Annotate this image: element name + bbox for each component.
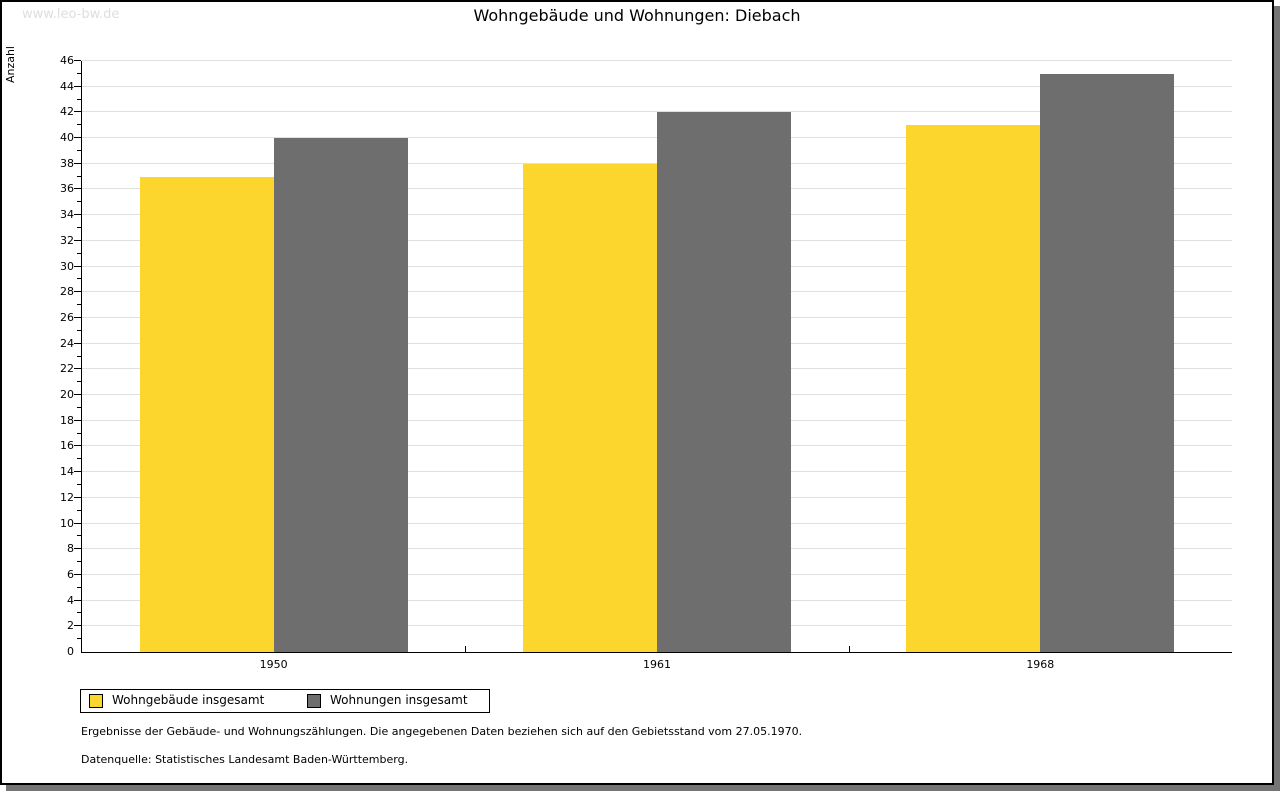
y-axis-tick-10: [74, 522, 81, 524]
y-axis-tick-7: [77, 561, 81, 563]
y-axis-tick-25: [77, 329, 81, 331]
legend-swatch-wohngebaeude: [89, 694, 103, 708]
y-axis-tick-12: [74, 496, 81, 498]
y-tick-label-32: 32: [60, 233, 74, 247]
y-axis-tick-32: [74, 239, 81, 241]
y-axis-tick-17: [77, 432, 81, 434]
y-axis-tick-27: [77, 304, 81, 306]
y-axis-tick-19: [77, 406, 81, 408]
y-axis-tick-24: [74, 342, 81, 344]
y-tick-label-24: 24: [60, 336, 74, 350]
y-axis-tick-1: [77, 638, 81, 640]
y-axis-tick-5: [77, 586, 81, 588]
y-tick-label-44: 44: [60, 79, 74, 93]
y-tick-label-8: 8: [67, 542, 74, 556]
footnote-datenquelle: Datenquelle: Statistisches Landesamt Bad…: [81, 753, 409, 766]
y-axis-tick-9: [77, 535, 81, 537]
bar-1961-wohnungen: [657, 112, 791, 652]
y-axis-tick-18: [74, 419, 81, 421]
y-axis-tick-34: [74, 214, 81, 216]
gridline-y-44: [82, 85, 1232, 87]
y-tick-label-22: 22: [60, 362, 74, 376]
legend: Wohngebäude insgesamt Wohnungen insgesam…: [80, 689, 490, 713]
y-tick-label-28: 28: [60, 285, 74, 299]
y-axis-tick-31: [77, 252, 81, 254]
y-tick-label-6: 6: [67, 567, 74, 581]
y-tick-label-30: 30: [60, 259, 74, 273]
y-tick-label-46: 46: [60, 54, 74, 67]
bar-1961-wohngebaeude: [523, 163, 657, 652]
y-axis-tick-8: [74, 548, 81, 550]
y-axis-tick-14: [74, 471, 81, 473]
x-tick-label-1961: 1961: [642, 658, 671, 671]
y-axis-tick-38: [74, 162, 81, 164]
y-tick-label-38: 38: [60, 156, 74, 170]
y-axis-tick-40: [74, 137, 81, 139]
y-tick-label-26: 26: [60, 310, 74, 324]
y-axis-label: Anzahl: [4, 46, 17, 84]
bar-1950-wohnungen: [273, 138, 408, 652]
y-tick-label-4: 4: [67, 593, 74, 607]
y-axis-tick-15: [77, 458, 81, 460]
y-tick-label-36: 36: [60, 182, 74, 196]
y-axis-tick-37: [77, 175, 81, 177]
y-axis-tick-41: [77, 124, 81, 126]
y-tick-label-14: 14: [60, 465, 74, 479]
chart-title: Wohngebäude und Wohnungen: Diebach: [473, 6, 801, 25]
y-axis-tick-2: [74, 625, 81, 627]
y-axis-tick-44: [74, 85, 81, 87]
y-axis-tick-46: [74, 60, 81, 61]
y-tick-label-0: 0: [67, 645, 74, 658]
x-axis-boundary-tick-2: [848, 646, 850, 652]
y-tick-label-40: 40: [60, 131, 74, 145]
y-axis-tick-11: [77, 509, 81, 511]
y-tick-label-20: 20: [60, 388, 74, 402]
legend-label-wohngebaeude: Wohngebäude insgesamt: [112, 693, 265, 707]
y-axis-tick-3: [77, 612, 81, 614]
y-axis-tick-22: [74, 368, 81, 370]
y-axis-tick-4: [74, 599, 81, 601]
y-tick-label-12: 12: [60, 490, 74, 504]
y-axis-tick-23: [77, 355, 81, 357]
y-axis-tick-30: [74, 265, 81, 267]
y-axis-tick-33: [77, 227, 81, 229]
y-axis-tick-45: [77, 72, 81, 74]
y-axis-tick-43: [77, 98, 81, 100]
y-axis-tick-28: [74, 291, 81, 293]
y-axis-tick-39: [77, 149, 81, 151]
bar-1950-wohngebaeude: [139, 176, 274, 652]
y-tick-label-16: 16: [60, 439, 74, 453]
y-tick-label-10: 10: [60, 516, 74, 530]
y-axis-tick-16: [74, 445, 81, 447]
y-axis-tick-20: [74, 394, 81, 396]
bar-1968-wohngebaeude: [906, 125, 1041, 652]
y-axis-tick-21: [77, 381, 81, 383]
footnote-gebietsstand: Ergebnisse der Gebäude- und Wohnungszähl…: [81, 725, 803, 738]
y-axis-tick-6: [74, 573, 81, 575]
y-tick-label-2: 2: [67, 619, 74, 633]
bar-1968-wohnungen: [1040, 73, 1175, 652]
gridline-y-42: [82, 111, 1232, 113]
watermark: www.leo-bw.de: [22, 7, 120, 22]
y-tick-label-34: 34: [60, 208, 74, 222]
y-tick-label-18: 18: [60, 413, 74, 427]
x-axis-boundary-tick-1: [465, 646, 467, 652]
y-axis-tick-35: [77, 201, 81, 203]
y-tick-label-42: 42: [60, 105, 74, 119]
plot-area: 0 2 4 6 8 10 12 14 16 18 20 22 24 26 28 30 32 34 36 38 40 42 4…: [60, 54, 1232, 671]
y-axis-tick-42: [74, 111, 81, 113]
x-tick-label-1950: 1950: [259, 658, 288, 671]
gridline-y-46: [82, 60, 1232, 61]
x-tick-label-1968: 1968: [1026, 658, 1055, 671]
y-axis-tick-26: [74, 316, 81, 318]
legend-label-wohnungen: Wohnungen insgesamt: [330, 693, 468, 707]
y-axis-tick-36: [74, 188, 81, 190]
y-axis-tick-13: [77, 483, 81, 485]
y-axis-tick-29: [77, 278, 81, 280]
legend-swatch-wohnungen: [307, 694, 321, 708]
